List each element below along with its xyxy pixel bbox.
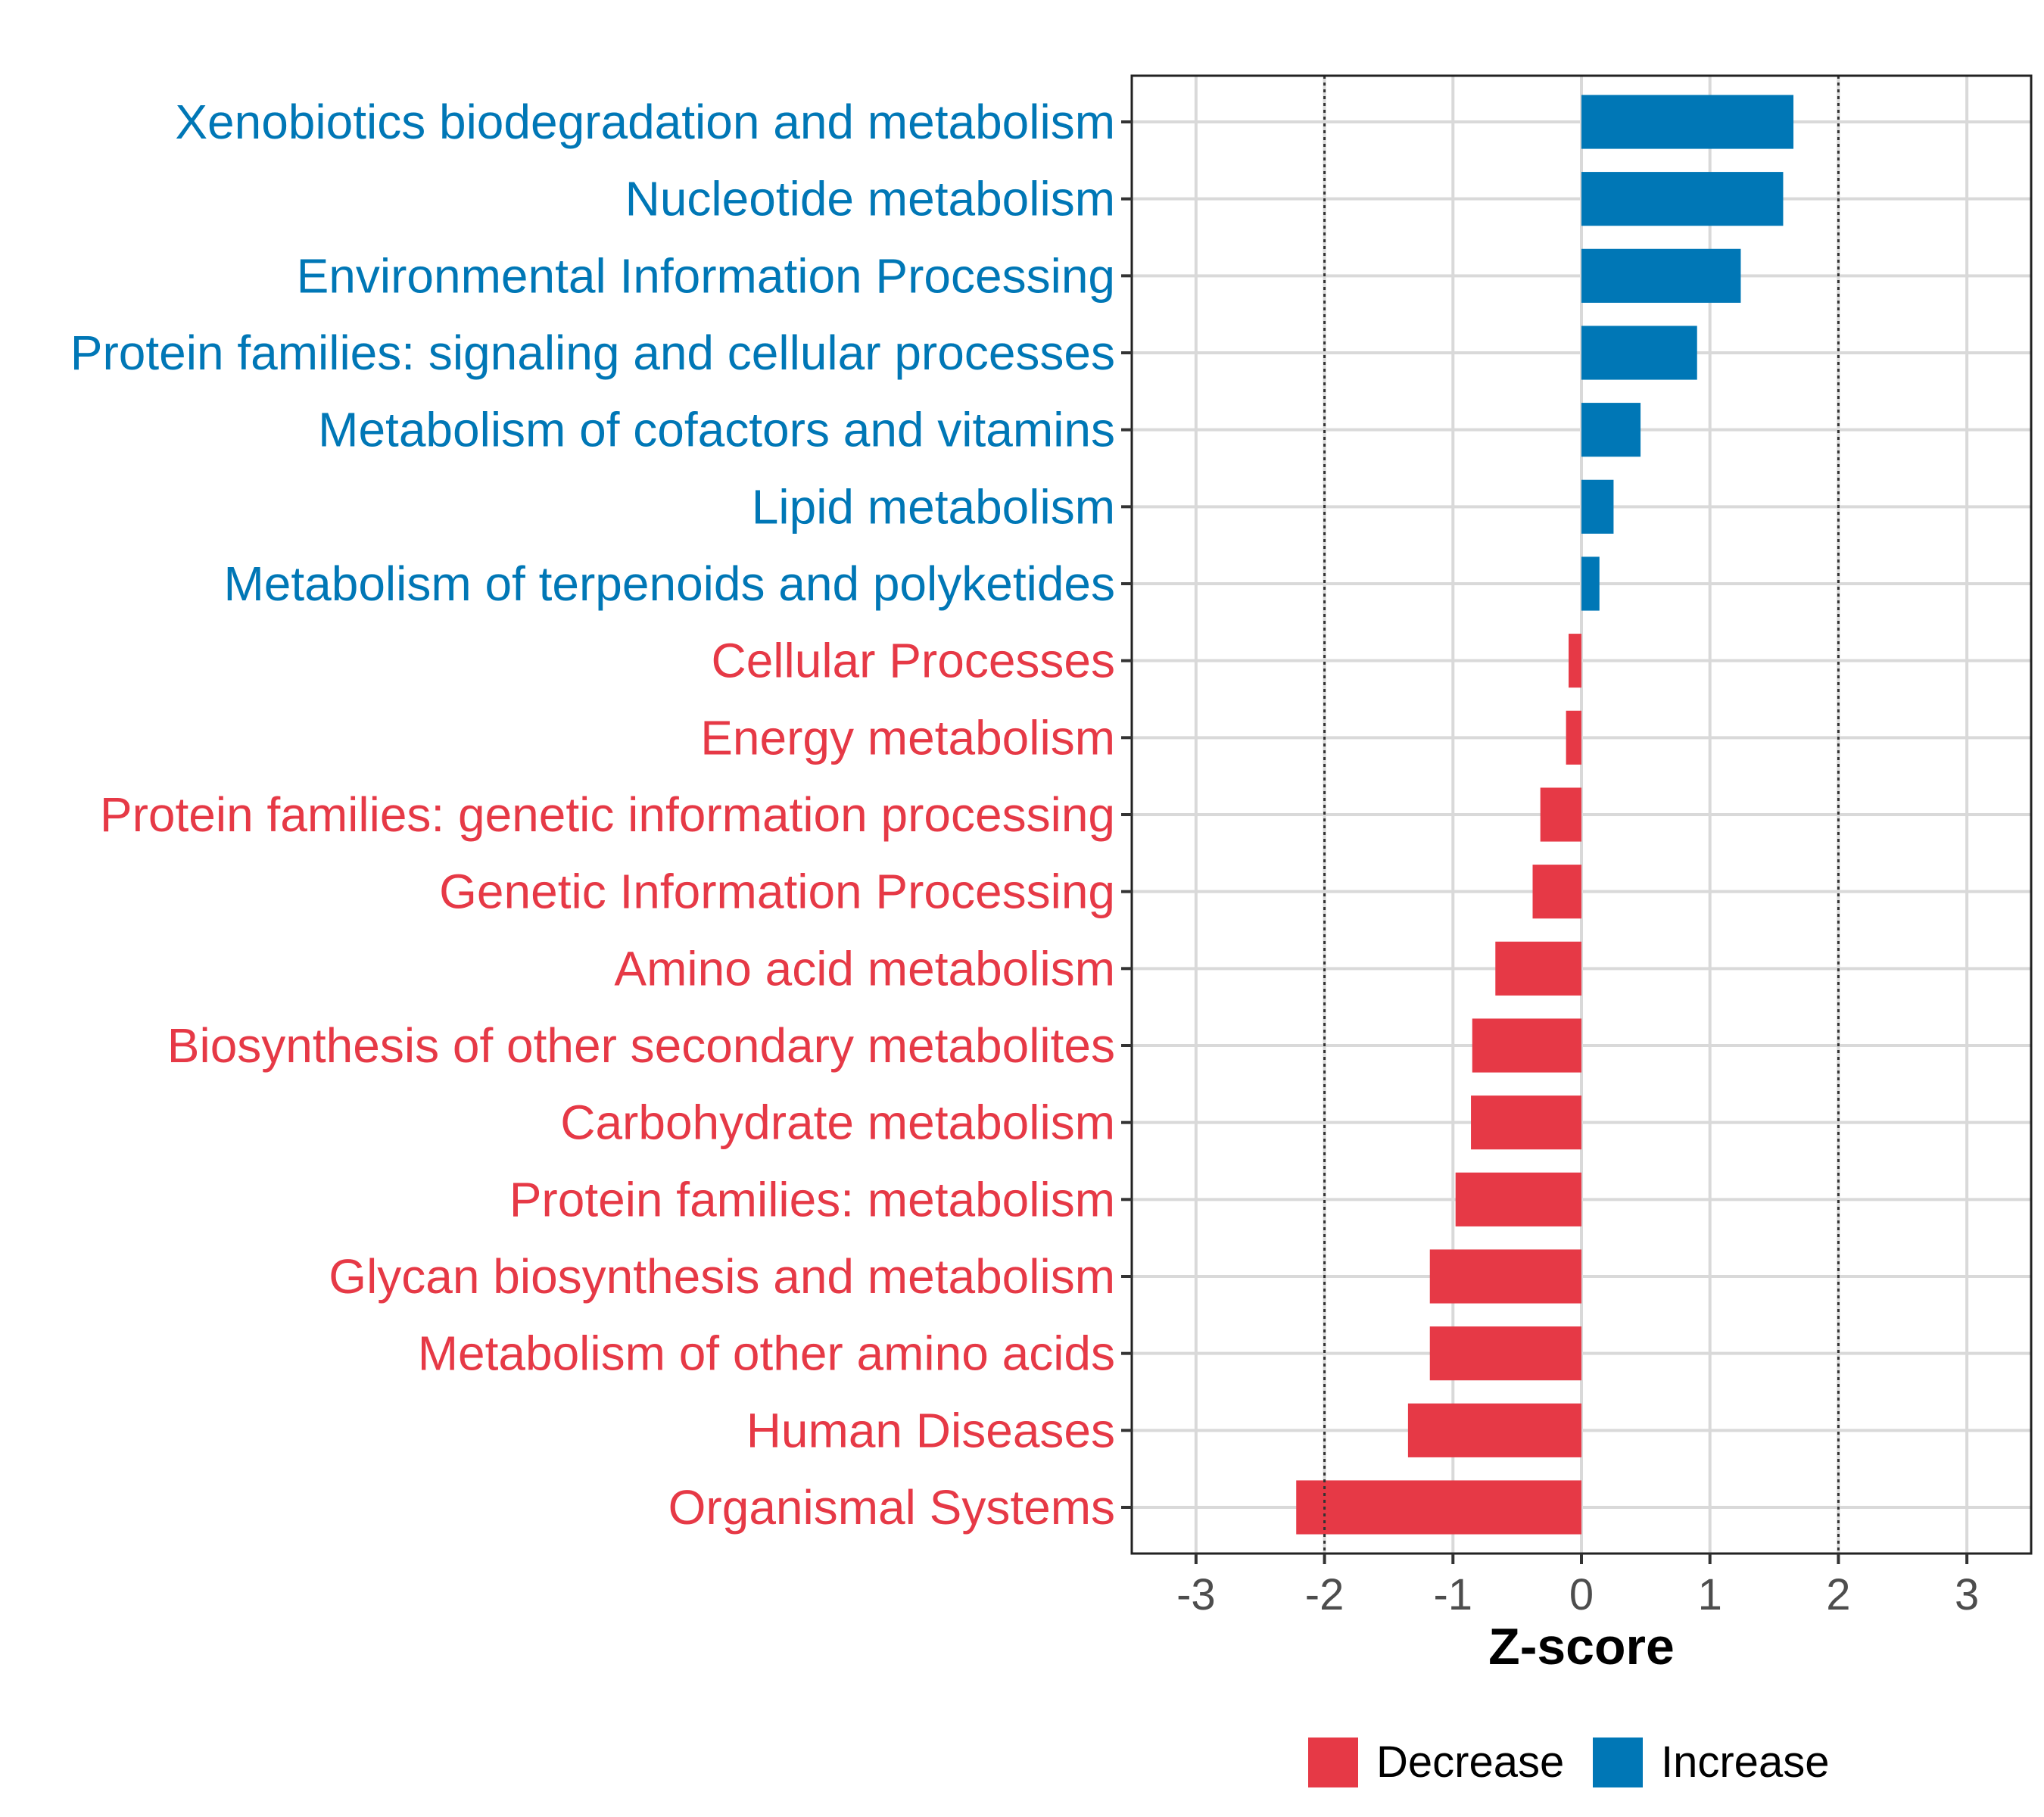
category-label: Biosynthesis of other secondary metaboli…	[167, 1018, 1115, 1073]
bar	[1407, 1403, 1581, 1457]
x-tick-label: -3	[1176, 1570, 1216, 1619]
legend-key-increase	[1593, 1738, 1643, 1787]
category-label: Protein families: signaling and cellular…	[70, 326, 1115, 380]
bars-layer	[1296, 95, 1794, 1535]
x-axis-labels: -3 -2 -1 0 1 2 3	[1176, 1570, 1979, 1619]
bar	[1581, 95, 1794, 149]
category-label: Cellular Processes	[711, 634, 1115, 688]
bar	[1472, 1018, 1581, 1073]
legend-label-decrease: Decrease	[1376, 1738, 1564, 1787]
x-tick-label: -2	[1305, 1570, 1344, 1619]
category-label: Nucleotide metabolism	[625, 172, 1115, 226]
bar	[1296, 1480, 1581, 1535]
legend: Decrease Increase	[1308, 1738, 1829, 1787]
bar	[1455, 1172, 1581, 1226]
category-label: Xenobiotics biodegradation and metabolis…	[175, 95, 1115, 149]
category-label: Human Diseases	[746, 1403, 1115, 1457]
bar	[1581, 326, 1697, 380]
category-label: Energy metabolism	[700, 710, 1115, 765]
y-axis-labels: Xenobiotics biodegradation and metabolis…	[70, 95, 1115, 1535]
category-label: Protein families: metabolism	[509, 1172, 1115, 1226]
category-label: Metabolism of terpenoids and polyketides	[223, 556, 1115, 611]
category-label: Organismal Systems	[668, 1480, 1115, 1535]
category-label: Metabolism of cofactors and vitamins	[318, 403, 1115, 457]
x-tick-label: 1	[1698, 1570, 1722, 1619]
category-label: Genetic Information Processing	[439, 865, 1115, 919]
bar	[1471, 1095, 1581, 1150]
category-label: Amino acid metabolism	[614, 941, 1115, 996]
bar	[1581, 403, 1641, 457]
reference-lines	[1323, 76, 1840, 1554]
category-label: Glycan biosynthesis and metabolism	[329, 1249, 1115, 1304]
category-label: Lipid metabolism	[752, 479, 1115, 534]
bar	[1566, 710, 1581, 765]
bar	[1495, 941, 1581, 996]
legend-label-increase: Increase	[1661, 1738, 1829, 1787]
bar	[1429, 1249, 1581, 1304]
category-label: Environmental Information Processing	[297, 248, 1115, 303]
category-label: Protein families: genetic information pr…	[100, 787, 1115, 842]
x-axis-ticks	[1194, 1554, 1969, 1564]
x-tick-label: 0	[1569, 1570, 1594, 1619]
bar	[1532, 865, 1581, 919]
category-label: Carbohydrate metabolism	[560, 1095, 1115, 1150]
x-tick-label: 3	[1955, 1570, 1979, 1619]
bar	[1581, 479, 1614, 534]
category-label: Metabolism of other amino acids	[418, 1326, 1115, 1381]
bar	[1581, 248, 1741, 303]
bar	[1569, 634, 1581, 688]
bar	[1581, 556, 1600, 611]
legend-key-decrease	[1308, 1738, 1358, 1787]
bar	[1581, 172, 1784, 226]
bar	[1540, 787, 1581, 842]
x-axis-title: Z-score	[1488, 1618, 1675, 1675]
y-axis-ticks	[1121, 120, 1132, 1509]
bar	[1429, 1326, 1581, 1381]
x-tick-label: 2	[1826, 1570, 1850, 1619]
x-tick-label: -1	[1433, 1570, 1472, 1619]
